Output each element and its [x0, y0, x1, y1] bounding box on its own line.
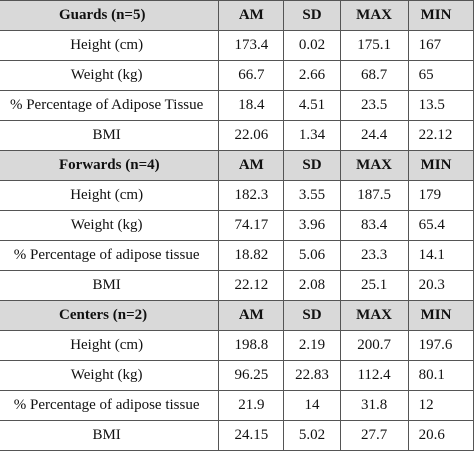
section-title: Forwards (n=4) — [0, 150, 220, 181]
table-cell: 66.7 — [218, 60, 285, 91]
body-composition-table: Guards (n=5) AM SD MAX MIN Height (cm) 173.4 0.… — [0, 0, 474, 451]
section-header-row: Forwards (n=4) AM SD MAX MIN — [0, 150, 474, 181]
table-cell: 1.34 — [283, 120, 341, 151]
table-cell: 179 — [407, 180, 474, 211]
table-cell: 182.3 — [218, 180, 285, 211]
table-cell: 96.25 — [218, 360, 285, 391]
table-row: BMI 22.12 2.08 25.1 20.3 — [0, 270, 474, 301]
table-cell: 20.3 — [407, 270, 474, 301]
table-cell: 31.8 — [339, 390, 409, 421]
table-cell: 65 — [407, 60, 474, 91]
table-cell: 18.4 — [218, 90, 285, 121]
table-cell: 2.19 — [283, 330, 341, 361]
table-cell: 112.4 — [339, 360, 409, 391]
row-label: Height (cm) — [0, 330, 220, 361]
table-cell: 65.4 — [407, 210, 474, 241]
table-cell: 0.02 — [283, 30, 341, 61]
column-header: AM — [218, 0, 285, 31]
table-cell: 5.02 — [283, 420, 341, 451]
table-cell: 20.6 — [407, 420, 474, 451]
table-body: Guards (n=5) AM SD MAX MIN Height (cm) 173.4 0.… — [0, 0, 474, 451]
table-cell: 21.9 — [218, 390, 285, 421]
table-cell: 24.4 — [339, 120, 409, 151]
table-cell: 80.1 — [407, 360, 474, 391]
row-label: BMI — [0, 120, 220, 151]
column-header: AM — [218, 150, 285, 181]
table-row: % Percentage of adipose tissue 18.82 5.06 2… — [0, 240, 474, 271]
table-cell: 23.5 — [339, 90, 409, 121]
table-cell: 27.7 — [339, 420, 409, 451]
column-header: SD — [283, 150, 341, 181]
row-label: % Percentage of adipose tissue — [0, 390, 220, 421]
column-header: MIN — [407, 300, 474, 331]
table-cell: 3.96 — [283, 210, 341, 241]
column-header: SD — [283, 300, 341, 331]
table-cell: 4.51 — [283, 90, 341, 121]
row-label: Weight (kg) — [0, 210, 220, 241]
row-label: Height (cm) — [0, 30, 220, 61]
section-header-row: Guards (n=5) AM SD MAX MIN — [0, 0, 474, 31]
table-cell: 22.83 — [283, 360, 341, 391]
row-label: BMI — [0, 420, 220, 451]
table-cell: 14.1 — [407, 240, 474, 271]
row-label: BMI — [0, 270, 220, 301]
table-cell: 18.82 — [218, 240, 285, 271]
row-label: Weight (kg) — [0, 360, 220, 391]
table-cell: 167 — [407, 30, 474, 61]
row-label: % Percentage of Adipose Tissue — [0, 90, 220, 121]
table-cell: 22.12 — [407, 120, 474, 151]
column-header: MIN — [407, 0, 474, 31]
section-header-row: Centers (n=2) AM SD MAX MIN — [0, 300, 474, 331]
table-cell: 197.6 — [407, 330, 474, 361]
table-cell: 13.5 — [407, 90, 474, 121]
table-cell: 83.4 — [339, 210, 409, 241]
table-row: Weight (kg) 96.25 22.83 112.4 80.1 — [0, 360, 474, 391]
table-row: Height (cm) 198.8 2.19 200.7 197.6 — [0, 330, 474, 361]
table-cell: 22.12 — [218, 270, 285, 301]
table-cell: 5.06 — [283, 240, 341, 271]
table-cell: 2.08 — [283, 270, 341, 301]
table-cell: 173.4 — [218, 30, 285, 61]
table-cell: 175.1 — [339, 30, 409, 61]
table-row: Height (cm) 182.3 3.55 187.5 179 — [0, 180, 474, 211]
table-row: Weight (kg) 66.7 2.66 68.7 65 — [0, 60, 474, 91]
table-row: % Percentage of adipose tissue 21.9 14 31.8… — [0, 390, 474, 421]
table-row: Weight (kg) 74.17 3.96 83.4 65.4 — [0, 210, 474, 241]
table-cell: 3.55 — [283, 180, 341, 211]
row-label: % Percentage of adipose tissue — [0, 240, 220, 271]
column-header: AM — [218, 300, 285, 331]
table-cell: 23.3 — [339, 240, 409, 271]
row-label: Height (cm) — [0, 180, 220, 211]
column-header: MAX — [339, 0, 409, 31]
table-cell: 74.17 — [218, 210, 285, 241]
row-label: Weight (kg) — [0, 60, 220, 91]
section-title: Centers (n=2) — [0, 300, 220, 331]
table-row: Height (cm) 173.4 0.02 175.1 167 — [0, 30, 474, 61]
table-cell: 14 — [283, 390, 341, 421]
table-cell: 12 — [407, 390, 474, 421]
table-row: BMI 22.06 1.34 24.4 22.12 — [0, 120, 474, 151]
column-header: MIN — [407, 150, 474, 181]
table-cell: 198.8 — [218, 330, 285, 361]
table-cell: 68.7 — [339, 60, 409, 91]
column-header: MAX — [339, 150, 409, 181]
column-header: SD — [283, 0, 341, 31]
table-container: Guards (n=5) AM SD MAX MIN Height (cm) 173.4 0.… — [0, 0, 474, 451]
table-cell: 200.7 — [339, 330, 409, 361]
table-row: BMI 24.15 5.02 27.7 20.6 — [0, 420, 474, 451]
table-cell: 2.66 — [283, 60, 341, 91]
table-cell: 25.1 — [339, 270, 409, 301]
table-row: % Percentage of Adipose Tissue 18.4 4.51 23… — [0, 90, 474, 121]
table-cell: 22.06 — [218, 120, 285, 151]
column-header: MAX — [339, 300, 409, 331]
table-cell: 24.15 — [218, 420, 285, 451]
section-title: Guards (n=5) — [0, 0, 220, 31]
table-cell: 187.5 — [339, 180, 409, 211]
